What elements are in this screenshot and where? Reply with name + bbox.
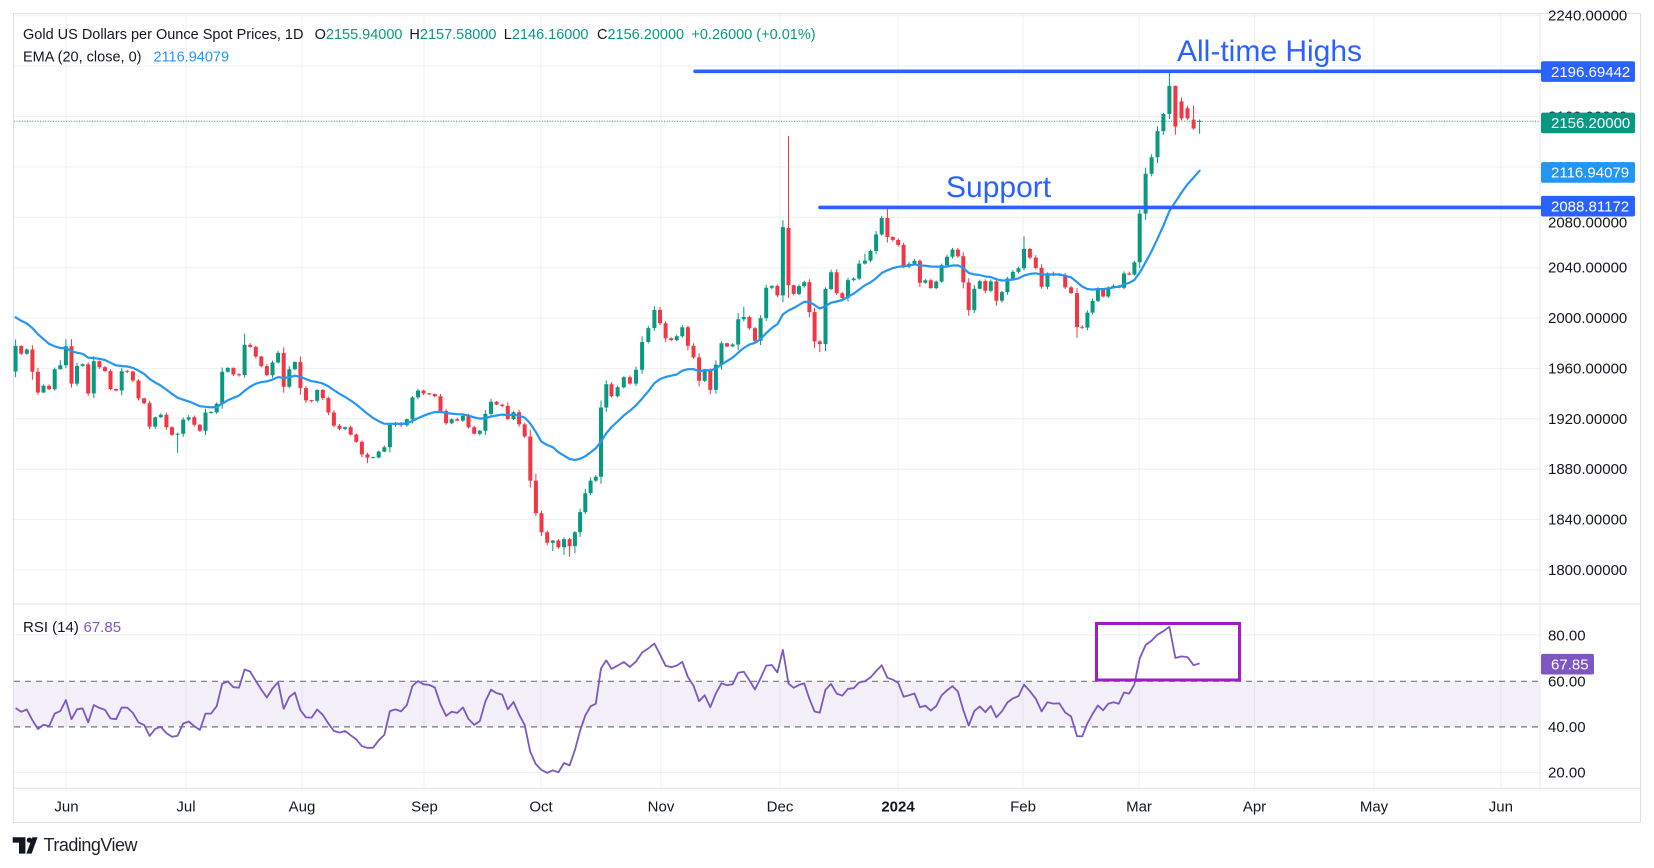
svg-text:Jun: Jun [1489,799,1513,816]
svg-text:1800.00000: 1800.00000 [1548,562,1627,579]
svg-text:1840.00000: 1840.00000 [1548,512,1627,529]
svg-text:2156.20000: 2156.20000 [1551,115,1630,132]
svg-text:Aug: Aug [289,799,316,816]
svg-text:2116.94079: 2116.94079 [1551,165,1629,182]
svg-text:Dec: Dec [767,799,794,816]
svg-text:Jun: Jun [54,799,78,816]
svg-text:1920.00000: 1920.00000 [1548,411,1627,428]
svg-text:Nov: Nov [648,799,675,816]
svg-text:40.00: 40.00 [1548,719,1586,736]
svg-text:2040.00000: 2040.00000 [1548,260,1627,277]
svg-text:20.00: 20.00 [1548,765,1586,782]
svg-text:2024: 2024 [881,799,915,816]
svg-text:60.00: 60.00 [1548,673,1586,690]
svg-text:Apr: Apr [1243,799,1266,816]
svg-text:Support: Support [946,171,1052,204]
svg-text:RSI (14)67.85: RSI (14) 67.85 [23,619,121,636]
svg-text:2196.69442: 2196.69442 [1551,64,1630,81]
svg-text:Mar: Mar [1126,799,1152,816]
svg-text:67.85: 67.85 [1551,656,1589,673]
svg-text:2088.81172: 2088.81172 [1551,198,1629,215]
svg-text:2000.00000: 2000.00000 [1548,310,1627,327]
svg-text:EMA (20, close, 0)2116.94079: EMA (20, close, 0) 2116.94079 [23,49,229,65]
svg-text:1880.00000: 1880.00000 [1548,461,1627,478]
svg-text:TradingView: TradingView [44,835,139,855]
svg-text:May: May [1360,799,1389,816]
svg-text:80.00: 80.00 [1548,628,1586,645]
svg-text:Oct: Oct [529,799,553,816]
svg-text:2240.00000: 2240.00000 [1548,8,1627,25]
svg-text:1960.00000: 1960.00000 [1548,360,1627,377]
svg-text:Feb: Feb [1010,799,1036,816]
svg-text:Jul: Jul [176,799,195,816]
svg-text:2080.00000: 2080.00000 [1548,215,1627,232]
svg-text:Gold US Dollars per Ounce Spot: Gold US Dollars per Ounce Spot Prices, 1… [23,27,816,43]
svg-text:All-time Highs: All-time Highs [1177,35,1362,68]
svg-text:Sep: Sep [411,799,438,816]
